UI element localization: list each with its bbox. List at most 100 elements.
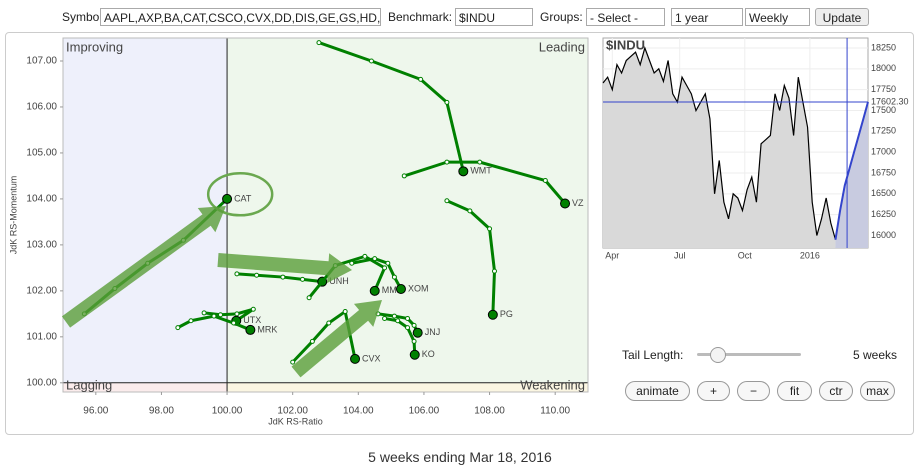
y-tick-label: 17750 bbox=[871, 84, 896, 94]
tail-head bbox=[350, 353, 361, 364]
update-button[interactable]: Update bbox=[815, 8, 869, 26]
y-axis-label: JdK RS-Momentum bbox=[8, 176, 18, 255]
tail-point bbox=[405, 315, 411, 321]
y-tick-label: 102.00 bbox=[26, 285, 57, 296]
series-label: CAT bbox=[234, 193, 252, 203]
tail-head bbox=[560, 198, 571, 209]
y-tick-label: 18000 bbox=[871, 63, 896, 73]
tail-point bbox=[411, 322, 417, 328]
ctr-button[interactable]: ctr bbox=[819, 381, 853, 401]
group-select[interactable]: - Select - bbox=[586, 8, 665, 26]
x-tick-label: 108.00 bbox=[474, 406, 505, 417]
line bbox=[834, 101, 869, 240]
y-tick-label: 16250 bbox=[871, 209, 896, 219]
symbols-input[interactable]: AAPL,AXP,BA,CAT,CSCO,CVX,DD,DIS,GE,GS,HD… bbox=[100, 8, 381, 26]
tail-point bbox=[487, 226, 493, 232]
tail-point bbox=[342, 309, 348, 315]
tail-point bbox=[368, 58, 374, 64]
tail-head bbox=[487, 309, 498, 320]
panel bbox=[5, 32, 914, 435]
annotation-arrow bbox=[217, 253, 352, 284]
benchmark-input[interactable]: $INDU bbox=[455, 8, 533, 26]
tail-point bbox=[405, 325, 411, 331]
tail-head bbox=[245, 324, 256, 335]
tail-head bbox=[412, 327, 423, 338]
tail-point bbox=[444, 198, 450, 204]
tail-point bbox=[418, 76, 424, 82]
series-label: JNJ bbox=[425, 327, 441, 337]
tail-point bbox=[234, 311, 240, 317]
tail-point bbox=[395, 318, 401, 324]
y-tick-label: 17000 bbox=[871, 147, 896, 157]
fit-button[interactable]: fit bbox=[777, 381, 812, 401]
series-label: CVX bbox=[362, 353, 381, 363]
slider-track bbox=[697, 353, 801, 356]
tail-point bbox=[391, 313, 397, 319]
x-tick-label: 106.00 bbox=[409, 406, 440, 417]
series-label: MMM bbox=[382, 285, 405, 295]
groups-label: Groups: bbox=[540, 10, 583, 24]
tail-point bbox=[326, 320, 332, 326]
x-tick-label: Jul bbox=[674, 250, 686, 260]
y-tick-label: 16500 bbox=[871, 188, 896, 198]
series-label: VZ bbox=[572, 198, 584, 208]
max-button[interactable]: max bbox=[860, 381, 895, 401]
tail-point bbox=[306, 295, 312, 301]
zoom-in-button[interactable]: + bbox=[697, 381, 730, 401]
period-select[interactable]: 1 year bbox=[671, 8, 743, 26]
x-tick-label: 102.00 bbox=[277, 406, 308, 417]
slider-handle[interactable] bbox=[710, 347, 726, 363]
y-tick-label: 105.00 bbox=[26, 148, 57, 159]
series-label: XOM bbox=[408, 283, 429, 293]
line bbox=[602, 46, 837, 240]
tail-point bbox=[316, 40, 322, 46]
tail-point bbox=[280, 274, 286, 280]
animate-button[interactable]: animate bbox=[625, 381, 690, 401]
y-tick-label: 104.00 bbox=[26, 194, 57, 205]
area bbox=[835, 101, 868, 248]
series-label: KO bbox=[422, 349, 435, 359]
quadrant-weakening bbox=[227, 382, 588, 392]
interval-select[interactable]: Weekly bbox=[745, 8, 810, 26]
x-tick-label: 104.00 bbox=[343, 406, 374, 417]
zoom-out-button[interactable]: − bbox=[737, 381, 770, 401]
area bbox=[603, 48, 836, 248]
symbols-label: Symbols: bbox=[62, 10, 112, 24]
charts: Improving Leading Lagging Weakening 96.00 98.… bbox=[8, 37, 908, 426]
highlight-ellipse bbox=[206, 172, 274, 217]
y-tick-label: 106.00 bbox=[26, 102, 57, 113]
tail-point bbox=[372, 256, 378, 262]
tail-head bbox=[458, 166, 469, 177]
tail-point bbox=[401, 173, 407, 179]
tail-point bbox=[349, 260, 355, 266]
tail-point bbox=[309, 338, 315, 344]
tail-point bbox=[201, 310, 207, 316]
footer: 5 weeks ending Mar 18, 2016 bbox=[368, 449, 552, 465]
y-tick-label: 100.00 bbox=[26, 377, 57, 388]
tail-point bbox=[382, 315, 388, 321]
quadrant-label: Leading bbox=[539, 39, 585, 54]
tail-point bbox=[231, 320, 237, 326]
tail-point bbox=[385, 260, 391, 266]
tail-point bbox=[175, 325, 181, 331]
series-label: MRK bbox=[257, 324, 277, 334]
quadrant-lagging bbox=[63, 382, 228, 392]
x-tick-label: 96.00 bbox=[83, 406, 108, 417]
quadrant-label: Improving bbox=[66, 39, 123, 54]
tail-point bbox=[444, 159, 450, 165]
tail-point bbox=[444, 99, 450, 105]
y-tick-label: 103.00 bbox=[26, 240, 57, 251]
x-tick-label: 110.00 bbox=[540, 406, 570, 417]
x-axis-label: JdK RS-Ratio bbox=[268, 416, 323, 426]
y-tick-label: 16000 bbox=[871, 230, 896, 240]
tail-point bbox=[391, 274, 397, 280]
tail-point bbox=[382, 265, 388, 271]
chart-title: $INDU bbox=[606, 37, 645, 52]
x-tick-label: Apr bbox=[605, 250, 619, 260]
y-tick-label: 107.00 bbox=[26, 56, 57, 67]
y-tick-label: 17500 bbox=[871, 105, 896, 115]
tail-point bbox=[290, 359, 296, 365]
tail-point bbox=[411, 338, 417, 344]
